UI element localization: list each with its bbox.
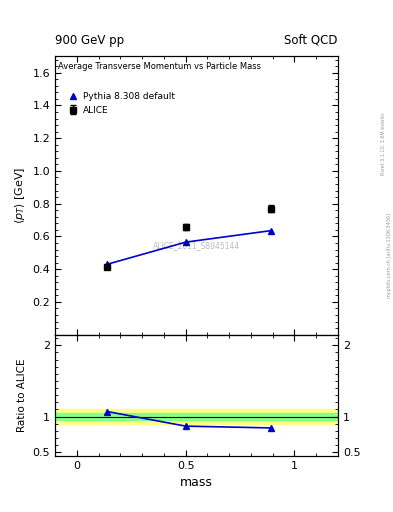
Pythia 8.308 default bbox=[268, 228, 273, 234]
Y-axis label: Ratio to ALICE: Ratio to ALICE bbox=[17, 358, 27, 432]
Line: Pythia 8.308 default: Pythia 8.308 default bbox=[104, 227, 274, 268]
X-axis label: mass: mass bbox=[180, 476, 213, 489]
Text: ALICE_2011_S8945144: ALICE_2011_S8945144 bbox=[153, 241, 240, 250]
Text: Soft QCD: Soft QCD bbox=[285, 33, 338, 47]
Text: 900 GeV pp: 900 GeV pp bbox=[55, 33, 124, 47]
Pythia 8.308 default bbox=[105, 261, 110, 267]
Y-axis label: $\langle p_T \rangle$ [GeV]: $\langle p_T \rangle$ [GeV] bbox=[13, 167, 27, 224]
Text: Rivet 3.1.10, 3.6M events: Rivet 3.1.10, 3.6M events bbox=[381, 112, 386, 175]
Text: mcplots.cern.ch [arXiv:1306.3436]: mcplots.cern.ch [arXiv:1306.3436] bbox=[387, 214, 391, 298]
Pythia 8.308 default bbox=[183, 239, 188, 245]
Legend: Pythia 8.308 default, ALICE: Pythia 8.308 default, ALICE bbox=[62, 89, 179, 118]
Text: Average Transverse Momentum vs Particle Mass: Average Transverse Momentum vs Particle … bbox=[58, 62, 261, 71]
